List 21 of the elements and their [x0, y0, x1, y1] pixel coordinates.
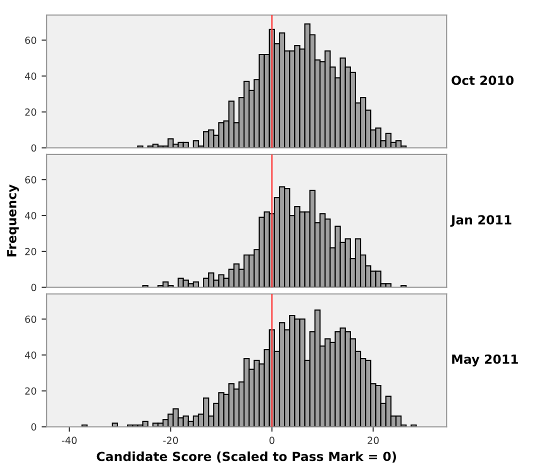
y-tick-label: 60: [25, 36, 36, 44]
y-tick-label: 60: [25, 316, 36, 323]
text: Jan 2011: [450, 215, 512, 227]
text: Oct 2010: [452, 76, 514, 86]
y-tick-label: 0: [31, 144, 36, 152]
x-tick-label: 20: [368, 436, 379, 444]
x-tick-label: -20: [163, 436, 178, 444]
y-tick-label: 20: [25, 387, 36, 395]
y-tick-label: 40: [24, 212, 36, 220]
y-tick-label: 20: [25, 108, 36, 116]
y-tick-label: 40: [24, 72, 36, 80]
y-tick-label: 60: [25, 176, 36, 184]
x-tick-label: 0: [269, 436, 274, 444]
x-axis-title: Candidate Score (Scaled to Pass Mark = 0): [96, 451, 396, 463]
y-tick-label: 20: [25, 248, 36, 256]
y-tick-label: 0: [31, 423, 36, 431]
y-axis-title: Frequency: [7, 184, 19, 256]
y-tick-label: 40: [24, 351, 36, 359]
x-tick-label: -40: [62, 436, 77, 444]
text: May 2011: [452, 354, 518, 366]
y-tick-label: 0: [31, 284, 36, 292]
